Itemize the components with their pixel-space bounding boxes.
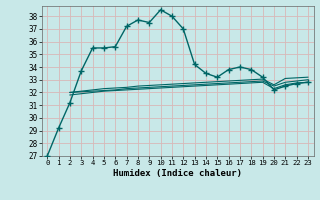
X-axis label: Humidex (Indice chaleur): Humidex (Indice chaleur) <box>113 169 242 178</box>
